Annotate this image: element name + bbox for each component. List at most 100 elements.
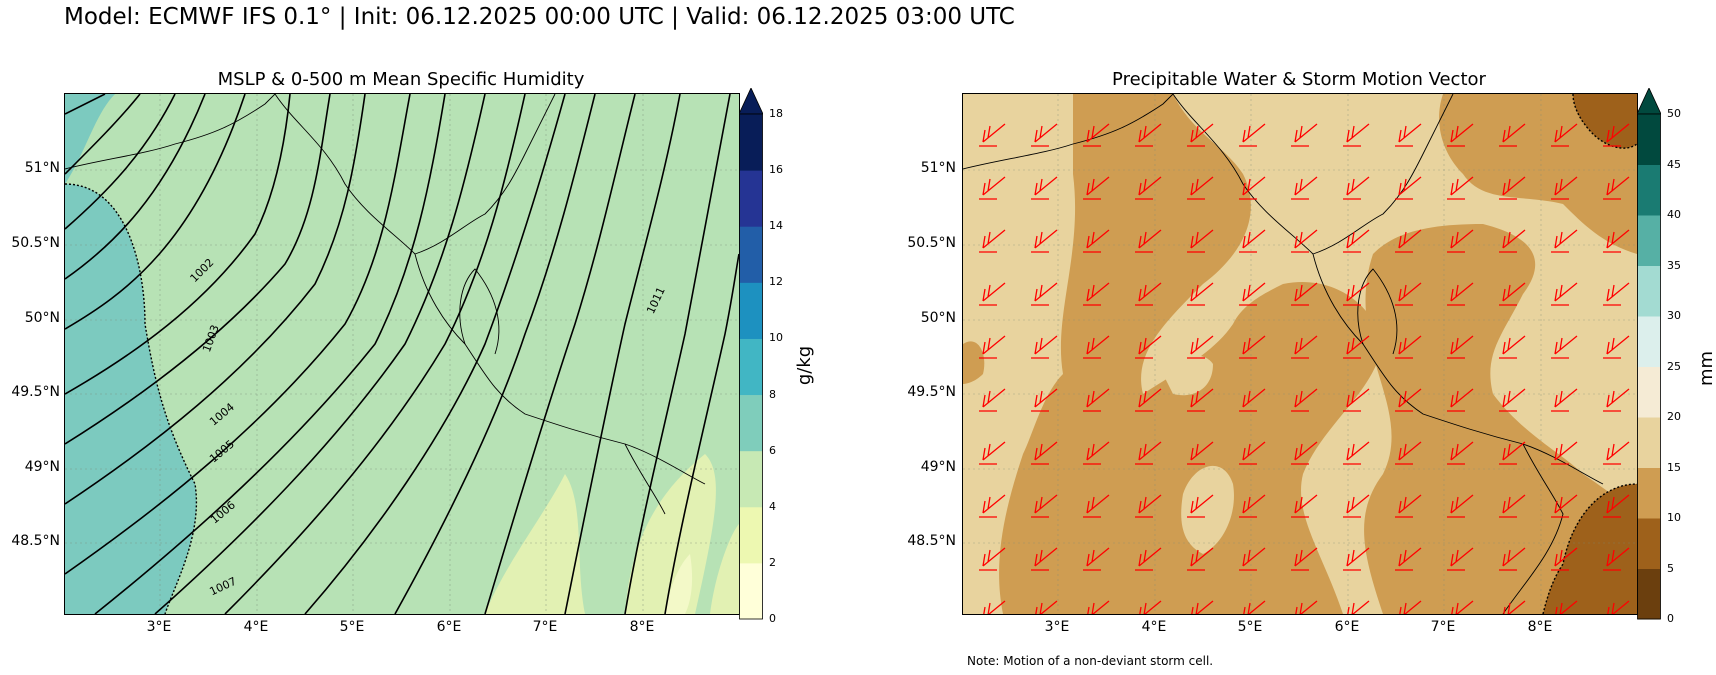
storm-motion-barb (1395, 176, 1422, 200)
storm-motion-barb (1239, 335, 1266, 359)
storm-motion-barb (1291, 494, 1318, 518)
left-colorbar-segment (739, 282, 763, 339)
storm-motion-barb (1551, 282, 1578, 306)
storm-motion-barb (1343, 388, 1370, 412)
storm-motion-barb (1083, 123, 1110, 147)
storm-motion-barb (1239, 123, 1266, 147)
footnote: Note: Motion of a non-deviant storm cell… (967, 654, 1214, 668)
right-panel-title: Precipitable Water & Storm Motion Vector (1112, 69, 1486, 90)
storm-motion-barb (1187, 494, 1214, 518)
storm-motion-barb (979, 123, 1006, 147)
right-map-canvas (963, 94, 1637, 614)
storm-motion-barb (1607, 600, 1630, 614)
left-colorbar-tick-label: 8 (769, 387, 776, 401)
storm-motion-barb (1399, 600, 1422, 614)
storm-motion-barb (1187, 282, 1214, 306)
storm-motion-barb (1343, 123, 1370, 147)
storm-motion-barb (1551, 441, 1578, 465)
verydry-fill (665, 554, 693, 614)
pw-west-edge (963, 341, 985, 384)
r-lon-label-3: 3°E (1044, 619, 1070, 635)
storm-motion-barb (1187, 123, 1214, 147)
storm-motion-barb (1499, 282, 1526, 306)
storm-motion-barb (1551, 123, 1578, 147)
storm-motion-barb (1135, 229, 1162, 253)
isobars (65, 94, 739, 614)
pw-band-northeast (1439, 94, 1637, 254)
storm-motion-barb (1603, 547, 1630, 571)
right-colorbar (1636, 87, 1662, 620)
storm-motion-barb (1603, 176, 1630, 200)
lat-label-51: 51°N (24, 160, 60, 176)
storm-motion-barb (1135, 494, 1162, 518)
right-colorbar-tick-label: 15 (1667, 460, 1681, 474)
right-colorbar-segment (1637, 518, 1661, 569)
right-colorbar-tick-label: 50 (1667, 107, 1681, 120)
storm-motion-barb (1395, 388, 1422, 412)
storm-motion-barb (1603, 388, 1630, 412)
lat-label-48-5: 48.5°N (11, 533, 60, 549)
storm-motion-barb (1395, 335, 1422, 359)
storm-motion-barb (1031, 123, 1058, 147)
right-colorbar-tick-label: 0 (1667, 612, 1674, 625)
storm-motion-barb (1083, 335, 1110, 359)
storm-motion-barb (1447, 547, 1474, 571)
storm-motion-barb (1031, 547, 1058, 571)
storm-motion-barb (1291, 388, 1318, 412)
storm-motion-barb (1395, 282, 1422, 306)
storm-motion-barb (1603, 441, 1630, 465)
storm-motion-barb (1187, 229, 1214, 253)
storm-motion-barb (979, 335, 1006, 359)
storm-motion-barb (1243, 600, 1266, 614)
right-colorbar-unit: mm (1696, 350, 1716, 387)
storm-motion-barb (1031, 282, 1058, 306)
storm-motion-barb (1031, 441, 1058, 465)
storm-motion-barb (1551, 176, 1578, 200)
right-colorbar-segment (1637, 417, 1661, 468)
left-colorbar-tick-label: 2 (769, 555, 776, 569)
storm-motion-barb (1291, 123, 1318, 147)
storm-motion-barb (1499, 123, 1526, 147)
storm-motion-barb (1395, 494, 1422, 518)
right-map (962, 93, 1638, 615)
storm-motion-barb (1031, 335, 1058, 359)
lon-label-8: 8°E (629, 619, 655, 635)
storm-motion-barb (1451, 600, 1474, 614)
left-colorbar-segment (739, 170, 763, 227)
storm-motion-barb (1239, 282, 1266, 306)
storm-motion-barb (1135, 547, 1162, 571)
storm-motion-barb (1499, 335, 1526, 359)
left-map-canvas (65, 94, 739, 614)
storm-motion-barb (1603, 335, 1630, 359)
storm-motion-barb (1187, 547, 1214, 571)
r-lat-label-50-5: 50.5°N (907, 235, 956, 251)
storm-motion-barb (1135, 282, 1162, 306)
pw-light-patch (1181, 465, 1234, 554)
storm-motion-barb (1239, 494, 1266, 518)
lat-label-49: 49°N (24, 459, 60, 475)
lon-label-4: 4°E (243, 619, 269, 635)
storm-motion-barb (1499, 441, 1526, 465)
storm-motion-barb (1343, 229, 1370, 253)
right-colorbar-segment (1637, 164, 1661, 216)
storm-motion-barb (1343, 494, 1370, 518)
storm-motion-barb (1031, 388, 1058, 412)
storm-motion-barb (1343, 282, 1370, 306)
left-colorbar-unit: g/kg (794, 345, 816, 386)
lat-label-49-5: 49.5°N (11, 384, 60, 400)
right-colorbar-tick-label: 30 (1667, 309, 1681, 322)
right-colorbar-tick-label: 25 (1667, 359, 1681, 373)
storm-motion-barb (1551, 494, 1578, 518)
storm-motion-barb (1239, 547, 1266, 571)
storm-motion-barb (1135, 388, 1162, 412)
right-colorbar-tick-label: 45 (1667, 157, 1681, 171)
left-colorbar-tick-label: 10 (769, 331, 783, 345)
storm-motion-barb (1135, 176, 1162, 200)
storm-motion-barb (1135, 335, 1162, 359)
r-lon-label-4: 4°E (1141, 619, 1167, 635)
right-colorbar-tick-label: 5 (1667, 561, 1674, 575)
left-colorbar-tick-label: 14 (769, 219, 783, 233)
storm-motion-barb (1083, 176, 1110, 200)
storm-motion-barb (1083, 388, 1110, 412)
storm-motion-barb (1139, 600, 1162, 614)
